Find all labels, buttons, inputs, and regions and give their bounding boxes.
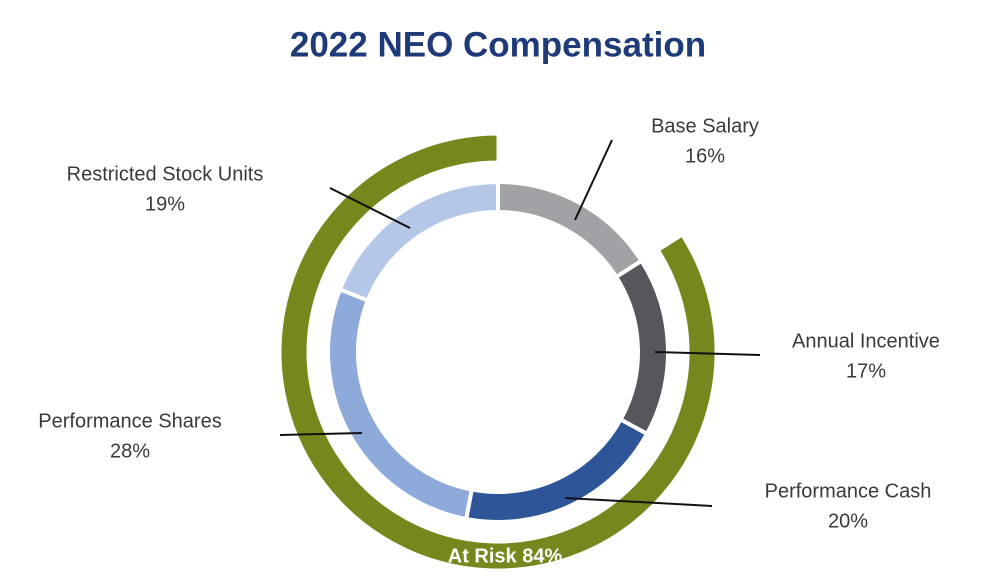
chart-title: 2022 NEO Compensation <box>290 25 706 64</box>
leader-line <box>279 432 363 436</box>
leader-line <box>574 139 613 221</box>
segment-value-label: 19% <box>145 193 185 215</box>
segment-label: Base Salary <box>651 115 759 137</box>
donut-segment <box>496 179 645 280</box>
donut-segment <box>613 258 670 437</box>
segment-value-label: 17% <box>846 360 886 382</box>
segment-label: Annual Incentive <box>792 330 940 352</box>
segment-label: Performance Shares <box>38 410 221 432</box>
donut-segment <box>337 179 500 304</box>
leader-line <box>564 497 713 507</box>
outer-arc <box>278 132 718 572</box>
segment-label: Performance Cash <box>765 480 932 502</box>
segment-label: Restricted Stock Units <box>67 163 264 185</box>
outer-label: At Risk 84% <box>448 545 563 567</box>
segment-value-label: 20% <box>828 510 868 532</box>
segment-value-label: 16% <box>685 145 725 167</box>
leader-line <box>654 351 761 356</box>
leader-line <box>329 187 411 229</box>
segment-value-label: 28% <box>110 440 150 462</box>
